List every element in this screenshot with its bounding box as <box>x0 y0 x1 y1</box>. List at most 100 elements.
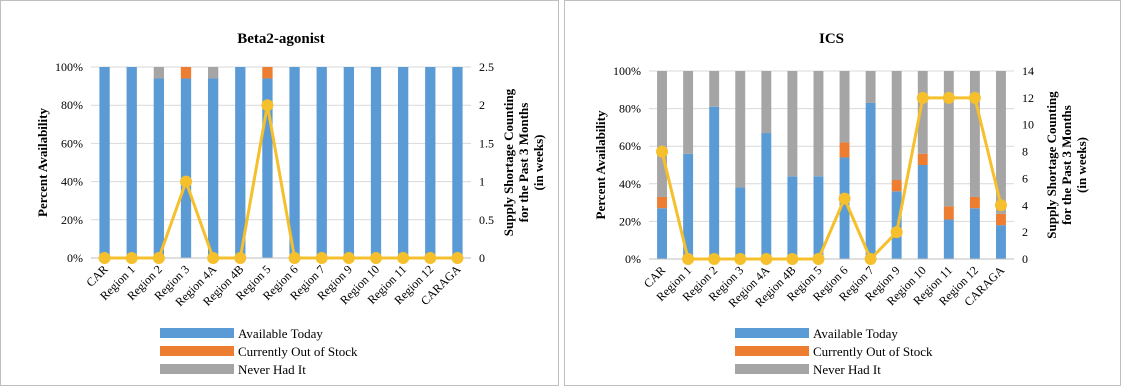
ics-chart: ICS0%20%40%60%80%100%02468101214CARRegio… <box>593 31 1089 377</box>
shortage-point <box>916 91 929 104</box>
y-tick-label: 100% <box>613 64 641 78</box>
y2-tick-label: 6 <box>1022 171 1028 185</box>
shortage-point <box>682 253 695 265</box>
bar-available-today <box>709 106 720 259</box>
bar-available-today <box>917 165 928 259</box>
legend-available-today-swatch <box>160 328 234 338</box>
y-tick-label: 0% <box>67 251 83 265</box>
shortage-point <box>288 252 301 264</box>
bar-never-had-it <box>917 71 928 154</box>
bar-available-today <box>316 67 327 258</box>
bar-available-today <box>865 102 876 260</box>
bar-available-today <box>943 219 954 259</box>
y2-axis-title: (in weeks) <box>1074 137 1089 193</box>
shortage-point <box>760 253 773 265</box>
bar-out-of-stock <box>996 213 1006 226</box>
shortage-point <box>838 192 851 205</box>
shortage-point <box>261 99 274 112</box>
bar-available-today <box>126 67 137 258</box>
bar-never-had-it <box>709 71 720 107</box>
bar-available-today <box>343 67 355 258</box>
bar-out-of-stock <box>917 153 928 165</box>
shortage-point <box>342 252 355 264</box>
bar-available-today <box>370 67 382 258</box>
bar-never-had-it <box>891 71 902 181</box>
bar-available-today <box>813 176 824 259</box>
y2-tick-label: 1.5 <box>479 136 494 150</box>
bar-never-had-it <box>865 71 876 103</box>
bar-never-had-it <box>996 71 1006 214</box>
y2-axis-title: (in weeks) <box>531 135 546 191</box>
bar-available-today <box>262 78 273 259</box>
beta2-agonist-chart-panel: Beta2-agonist 0% 20% 40% 60% 80% 100% 0 0.5 1 1.5 2… <box>0 0 559 386</box>
bar-available-today <box>153 78 165 259</box>
bar-never-had-it <box>969 71 980 197</box>
bar-out-of-stock <box>657 196 667 209</box>
shortage-point <box>994 199 1007 212</box>
shortage-point <box>968 91 981 104</box>
bar-available-today <box>761 133 772 259</box>
bar-out-of-stock <box>180 67 192 79</box>
y2-tick-label: 8 <box>1022 145 1028 159</box>
legend-out-of-stock-swatch <box>735 346 809 356</box>
legend-never-had-it-swatch <box>735 364 809 374</box>
y-axis-title: Percent Availability <box>593 110 608 219</box>
shortage-point <box>424 252 437 264</box>
y2-axis-title: for the Past 3 Months <box>1059 105 1074 225</box>
y-tick-label: 20% <box>61 213 83 227</box>
y-tick-label: 0% <box>625 252 641 266</box>
shortage-point <box>812 253 825 265</box>
bar-available-today <box>839 157 850 259</box>
shortage-point <box>708 253 721 265</box>
y2-tick-label: 1 <box>479 175 485 189</box>
y2-tick-label: 14 <box>1022 64 1034 78</box>
bar-available-today <box>657 208 667 259</box>
y2-tick-label: 2 <box>479 98 485 112</box>
shortage-point <box>234 252 247 264</box>
y-axis-title: Percent Availability <box>35 108 50 217</box>
legend-available-today-label: Available Today <box>238 326 323 341</box>
bar-available-today <box>180 78 192 259</box>
shortage-point <box>180 175 192 188</box>
bar-available-today <box>207 78 219 259</box>
y2-tick-label: 0 <box>479 251 485 265</box>
legend-never-had-it-swatch <box>160 364 234 374</box>
bar-available-today <box>683 153 694 259</box>
y2-tick-label: 10 <box>1022 118 1034 132</box>
bar-available-today <box>235 67 246 258</box>
y-tick-label: 60% <box>619 139 641 153</box>
shortage-point <box>786 253 799 265</box>
legend-never-had-it-label: Never Had It <box>813 362 881 377</box>
shortage-point <box>370 252 382 264</box>
y-tick-label: 40% <box>619 177 641 191</box>
y2-tick-label: 0.5 <box>479 213 494 227</box>
y2-tick-label: 0 <box>1022 252 1028 266</box>
bar-never-had-it <box>153 67 165 79</box>
shortage-point <box>98 252 111 264</box>
bar-out-of-stock <box>839 142 850 158</box>
bar-available-today <box>289 67 300 258</box>
shortage-point <box>942 91 955 104</box>
shortage-point <box>125 252 138 264</box>
bar-never-had-it <box>839 71 850 143</box>
bar-never-had-it <box>657 71 667 197</box>
y2-tick-label: 12 <box>1022 91 1034 105</box>
shortage-point <box>315 252 328 264</box>
bar-never-had-it <box>207 67 219 79</box>
bar-available-today <box>397 67 409 258</box>
bar-never-had-it <box>683 71 694 154</box>
legend-available-today-label: Available Today <box>813 326 898 341</box>
legend-out-of-stock-label: Currently Out of Stock <box>813 344 933 359</box>
shortage-point <box>451 252 464 264</box>
legend-available-today-swatch <box>735 328 809 338</box>
y-tick-label: 80% <box>619 102 641 116</box>
shortage-point <box>890 226 903 239</box>
legend-never-had-it-label: Never Had It <box>238 362 306 377</box>
shortage-point <box>864 253 877 265</box>
bar-never-had-it <box>735 71 746 188</box>
bar-never-had-it <box>813 71 824 177</box>
y-tick-label: 40% <box>61 175 83 189</box>
beta2-agonist-chart: Beta2-agonist 0% 20% 40% 60% 80% 100% 0 0.5 1 1.5 2… <box>35 31 546 377</box>
bar-never-had-it <box>943 71 954 207</box>
shortage-point <box>207 252 220 264</box>
